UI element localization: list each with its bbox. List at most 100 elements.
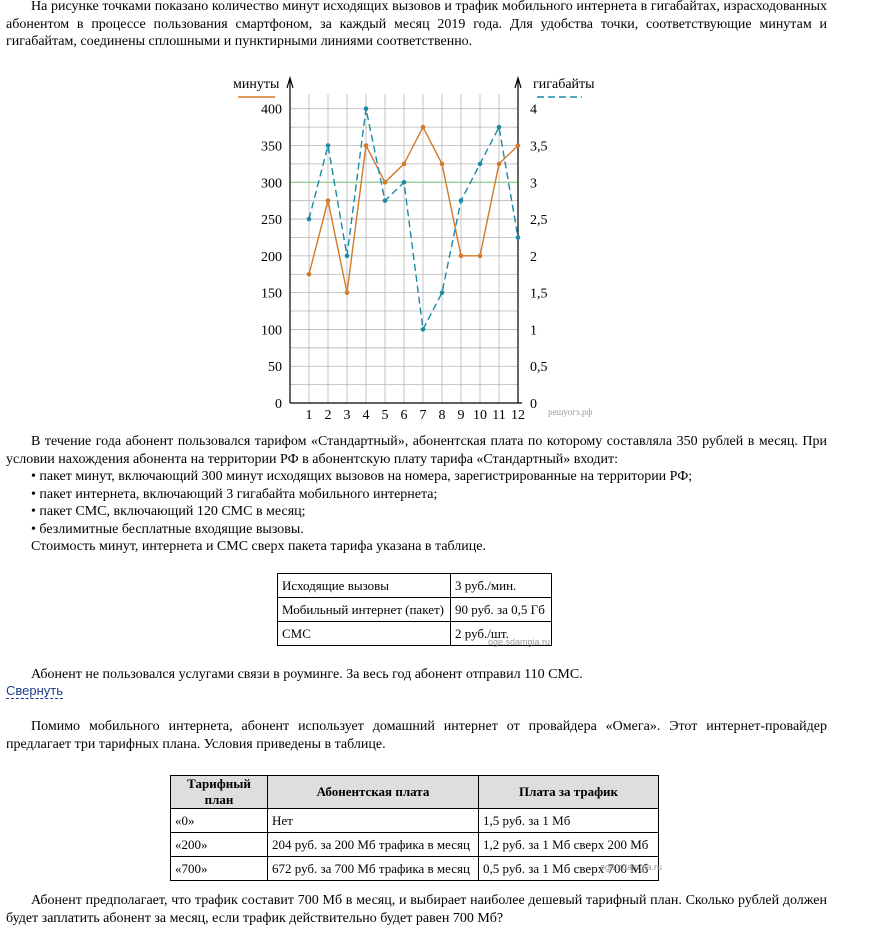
left-tick-label: 250 [261, 213, 282, 228]
minutes-point [458, 253, 464, 259]
left-tick-label: 350 [261, 140, 282, 155]
left-axis-arrow [286, 75, 294, 89]
right-tick-label: 2,5 [530, 213, 548, 228]
table-cell: Исходящие вызовы [277, 573, 451, 598]
left-tick-label: 100 [261, 323, 282, 338]
x-tick-label: 7 [420, 408, 427, 423]
left-tick-label: 200 [261, 250, 282, 265]
gigabytes-series-line [308, 108, 519, 332]
roaming-text: Абонент не пользовался услугами связи в … [31, 667, 583, 682]
x-tick-label: 11 [492, 408, 505, 423]
bullet-internet: • пакет интернета, включающий 3 гигабайт… [31, 486, 438, 502]
gigabytes-point [382, 198, 388, 203]
x-tick-label: 1 [306, 408, 313, 423]
right-axis-arrow [514, 75, 522, 89]
gigabytes-point [439, 290, 445, 295]
bullet-minutes: • пакет минут, включающий 300 минут исхо… [31, 469, 693, 484]
bullet-incoming: • безлимитные бесплатные входящие вызовы… [31, 521, 304, 537]
table-cell: 204 руб. за 200 Мб трафика в месяц [267, 832, 479, 857]
left-tick-label: 0 [275, 397, 282, 412]
table-cell: СМС [277, 621, 451, 646]
gigabytes-point [401, 179, 407, 185]
minutes-point [363, 143, 369, 148]
right-axis-label: гигабайты [533, 77, 595, 92]
gigabytes-point [515, 235, 521, 240]
table-cell: «700» [170, 856, 268, 881]
minutes-point [420, 124, 426, 130]
table-cell: 90 руб. за 0,5 Гб [450, 597, 552, 622]
table-header: Тарифный план [170, 775, 268, 809]
minutes-point [401, 161, 407, 167]
extra-cost-table: Исходящие вызовы 3 руб./мин. Мобильный и… [277, 573, 552, 646]
minutes-point [477, 253, 483, 259]
minutes-series-line [308, 125, 519, 293]
table-cell: «200» [170, 832, 268, 857]
gigabytes-point [325, 143, 331, 148]
home-internet-paragraph: Помимо мобильного интернета, абонент исп… [6, 719, 827, 752]
cost-caption: Стоимость минут, интернета и СМС сверх п… [31, 539, 486, 554]
minutes-point [382, 179, 388, 185]
table-row: «200» 204 руб. за 200 Мб трафика в месяц… [170, 832, 659, 857]
gigabytes-point [477, 161, 483, 167]
table-cell: 0,5 руб. за 1 Мб сверх 700 Мб [478, 856, 659, 881]
right-tick-label: 1 [530, 323, 537, 338]
x-tick-label: 12 [511, 408, 525, 423]
table-row: Исходящие вызовы 3 руб./мин. [277, 573, 552, 598]
left-tick-label: 400 [261, 103, 282, 118]
table-cell: Мобильный интернет (пакет) [277, 597, 451, 622]
table-row: «0» Нет 1,5 руб. за 1 Мб [170, 808, 659, 833]
right-tick-label: 3 [530, 176, 537, 191]
table-watermark: oge.sdamgia.ru [488, 637, 551, 647]
minutes-point [306, 271, 312, 277]
left-tick-label: 150 [261, 287, 282, 302]
right-tick-label: 0 [530, 397, 537, 412]
x-tick-label: 6 [401, 408, 408, 423]
minutes-point [325, 198, 331, 203]
right-tick-label: 0,5 [530, 360, 548, 375]
gigabytes-point [344, 253, 350, 259]
gigabytes-point [306, 216, 312, 222]
left-tick-label: 50 [268, 360, 282, 375]
table-row: «700» 672 руб. за 700 Мб трафика в месяц… [170, 856, 659, 881]
minutes-point [439, 161, 445, 167]
table-cell: Нет [267, 808, 479, 833]
bullet-sms: • пакет СМС, включающий 120 СМС в месяц; [31, 504, 306, 519]
table-cell: 672 руб. за 700 Мб трафика в месяц [267, 856, 479, 881]
left-axis-label: минуты [233, 77, 280, 92]
right-tick-label: 4 [530, 103, 537, 118]
minutes-point [344, 290, 350, 295]
x-tick-label: 4 [363, 408, 370, 423]
minutes-point [515, 143, 521, 148]
question-paragraph: Абонент предполагает, что трафик состави… [6, 893, 827, 926]
table-cell: 2 руб./шт. [450, 621, 552, 646]
table-row: СМС 2 руб./шт. [277, 621, 552, 646]
x-tick-label: 10 [473, 408, 487, 423]
table-header: Абонентская плата [267, 775, 479, 809]
x-tick-label: 2 [325, 408, 332, 423]
right-tick-label: 1,5 [530, 287, 548, 302]
provider-tariff-table: Тарифный план Абонентская плата Плата за… [170, 775, 659, 881]
right-tick-label: 2 [530, 250, 537, 265]
table-row: Мобильный интернет (пакет) 90 руб. за 0,… [277, 597, 552, 622]
x-tick-label: 3 [344, 408, 351, 423]
gigabytes-point [420, 327, 426, 332]
table-cell: 3 руб./мин. [450, 573, 552, 598]
right-tick-label: 3,5 [530, 140, 548, 155]
gigabytes-point [458, 198, 464, 203]
collapse-link[interactable]: Свернуть [6, 683, 64, 699]
table-cell: 1,5 руб. за 1 Мб [478, 808, 659, 833]
x-tick-label: 9 [458, 408, 465, 423]
left-tick-label: 300 [261, 176, 282, 191]
gigabytes-point [496, 124, 502, 130]
table-watermark: oge.sdamgia.ru [600, 862, 663, 872]
usage-chart: минуты гигабайты0501001502002503003504000… [233, 75, 595, 423]
x-tick-label: 8 [439, 408, 446, 423]
table-header-row: Тарифный план Абонентская плата Плата за… [170, 775, 659, 809]
tariff-paragraph: В течение года абонент пользовался тариф… [6, 434, 827, 467]
minutes-point [496, 161, 502, 167]
table-header: Плата за трафик [478, 775, 659, 809]
gigabytes-point [363, 106, 369, 112]
x-tick-label: 5 [382, 408, 389, 423]
intro-paragraph: На рисунке точками показано количество м… [6, 0, 827, 49]
